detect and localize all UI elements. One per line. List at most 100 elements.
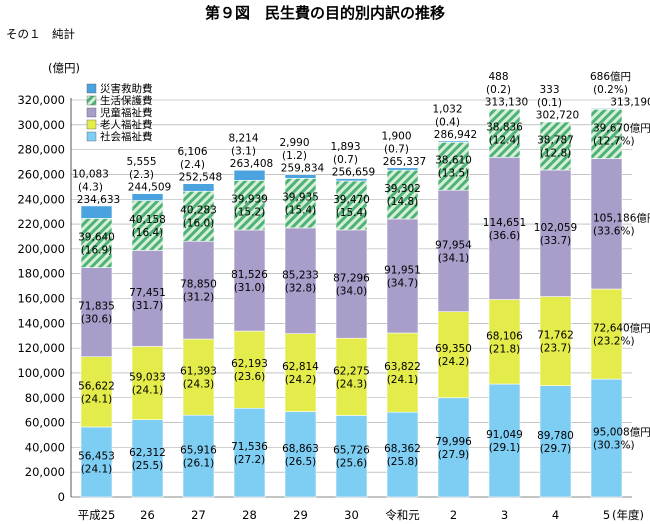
y-tick-label: 320,000 — [17, 93, 65, 107]
segment-value-label: 71,536 (27.2) — [231, 441, 268, 466]
segment-value-label: 69,350 (24.2) — [435, 343, 472, 368]
total-label: 263,408 — [230, 158, 273, 170]
bar-segment — [488, 108, 521, 110]
legend-label: 老人福祉費 — [100, 118, 153, 131]
bar-segment — [437, 397, 470, 498]
bar-segment — [386, 218, 419, 334]
bar-stacks — [80, 108, 623, 498]
y-tick-label: 40,000 — [25, 440, 65, 454]
bar-segment — [284, 227, 317, 334]
segment-value-label: 102,059 (33.7) — [534, 222, 577, 247]
disaster-relief-label: 6,106 (2.4) — [177, 146, 207, 171]
bar-segment — [539, 121, 572, 171]
bar-segment — [335, 178, 368, 182]
bar-segment — [437, 311, 470, 399]
bar-segment — [131, 200, 164, 251]
segment-value-label: 62,814 (24.2) — [282, 361, 319, 386]
x-tick-label: 令和元 — [385, 508, 420, 522]
disaster-relief-label: 333 (0.1) — [537, 84, 562, 109]
x-tick-label: 2 — [450, 508, 457, 522]
segment-value-label: 81,526 (31.0) — [231, 269, 268, 294]
y-tick-label: 60,000 — [25, 416, 65, 430]
segment-value-label: 89,780 (29.7) — [537, 430, 574, 455]
segment-value-label: 65,726 (25.6) — [333, 445, 370, 470]
legend-swatch — [86, 83, 97, 94]
y-tick-label: 240,000 — [17, 192, 65, 206]
segment-value-label: 63,822 (24.1) — [384, 361, 421, 386]
segment-value-label: 71,762 (23.7) — [537, 330, 574, 355]
disaster-relief-label: 2,990 (1.2) — [279, 137, 309, 162]
disaster-relief-label: 1,893 (0.7) — [330, 141, 360, 166]
bar-segment — [590, 108, 623, 159]
segment-value-label: 39,935 (15.4) — [282, 192, 319, 217]
bar-segment — [182, 190, 215, 242]
bar-segment — [335, 229, 368, 339]
segment-value-label: 62,275 (24.3) — [333, 365, 370, 390]
x-tick-label: 28 — [242, 508, 257, 522]
y-tick-label: 180,000 — [17, 267, 65, 281]
bar-segment — [488, 299, 521, 385]
bar-segment — [437, 189, 470, 313]
bar-segment — [488, 108, 521, 158]
bar-segment — [233, 169, 266, 181]
segment-value-label: 40,158 (16.4) — [129, 214, 166, 239]
segment-value-label: 79,996 (27.9) — [435, 436, 472, 461]
legend-label: 災害救助費 — [100, 82, 153, 95]
bar-segment — [182, 414, 215, 498]
segment-value-label: 72,640億円(23.2%) — [593, 322, 650, 348]
segment-value-label: 56,453 (24.1) — [78, 450, 115, 475]
disaster-relief-label: 8,214 (3.1) — [228, 133, 258, 158]
bar-segment — [182, 338, 215, 416]
disaster-relief-label: 686億円(0.2%) — [590, 70, 631, 96]
bar-segment — [80, 218, 113, 268]
bar-segment — [386, 411, 419, 498]
x-tick-label: 26 — [140, 508, 155, 522]
segment-value-label: 105,186億円(33.6%) — [593, 211, 650, 237]
x-axis-ticks: 平成25 26 27 28 29 30 令和元 2 3 4 5 — [78, 508, 610, 522]
segment-value-label: 78,850 (31.2) — [180, 279, 217, 304]
x-tick-label: 3 — [501, 508, 508, 522]
x-axis-unit-label: (年度) — [612, 508, 644, 522]
total-label: 234,633 — [77, 194, 120, 206]
segment-value-label: 39,302 (14.8) — [384, 183, 421, 208]
bar-segment — [284, 333, 317, 412]
bar-segment — [539, 169, 572, 297]
bar-segment — [233, 330, 266, 409]
segment-value-label: 62,193 (23.6) — [231, 358, 268, 383]
segment-value-label: 62,312 (25.5) — [129, 447, 166, 472]
legend-label: 社会福祉費 — [100, 130, 153, 143]
segment-value-label: 91,951 (34.7) — [384, 264, 421, 289]
segment-value-label: 65,916 (26.1) — [180, 445, 217, 470]
disaster-relief-label: 1,900 (0.7) — [381, 130, 411, 155]
legend-swatch — [86, 95, 97, 106]
segment-value-label: 56,622 (24.1) — [78, 380, 115, 405]
bar-segment — [386, 332, 419, 413]
y-tick-label: 220,000 — [17, 217, 65, 231]
segment-value-label: 61,393 (24.3) — [180, 366, 217, 391]
legend-swatch — [86, 119, 97, 130]
bar-segment — [233, 180, 266, 231]
bar-segment — [488, 157, 521, 300]
segment-value-label: 39,670億円(12.7%) — [593, 121, 650, 147]
segment-value-label: 68,106 (21.8) — [486, 330, 523, 355]
bar-segment — [488, 383, 521, 498]
bar-segment — [590, 288, 623, 380]
bar-segment — [131, 193, 164, 201]
segment-value-label: 59,033 (24.1) — [129, 372, 166, 397]
y-tick-label: 140,000 — [17, 316, 65, 330]
bar-segment — [590, 158, 623, 290]
x-tick-label: 平成25 — [78, 508, 116, 522]
x-tick-label: 4 — [552, 508, 559, 522]
bar-segment — [80, 205, 113, 219]
bar-segment — [182, 240, 215, 340]
total-label: 244,509 — [128, 182, 171, 194]
bar-segment — [335, 415, 368, 498]
segment-value-label: 68,362 (25.8) — [384, 443, 421, 468]
segment-value-label: 95,008億円(30.3%) — [593, 426, 650, 452]
legend-swatch — [86, 131, 97, 142]
total-label: 265,337 — [383, 156, 426, 168]
x-tick-label: 5 — [603, 508, 610, 522]
data-labels: 56,453 (24.1) 56,622 (24.1) 71,835 (30.6) 39,6… — [72, 70, 650, 476]
y-axis-unit-label: (億円) — [48, 61, 80, 75]
bar-segment — [539, 121, 572, 123]
